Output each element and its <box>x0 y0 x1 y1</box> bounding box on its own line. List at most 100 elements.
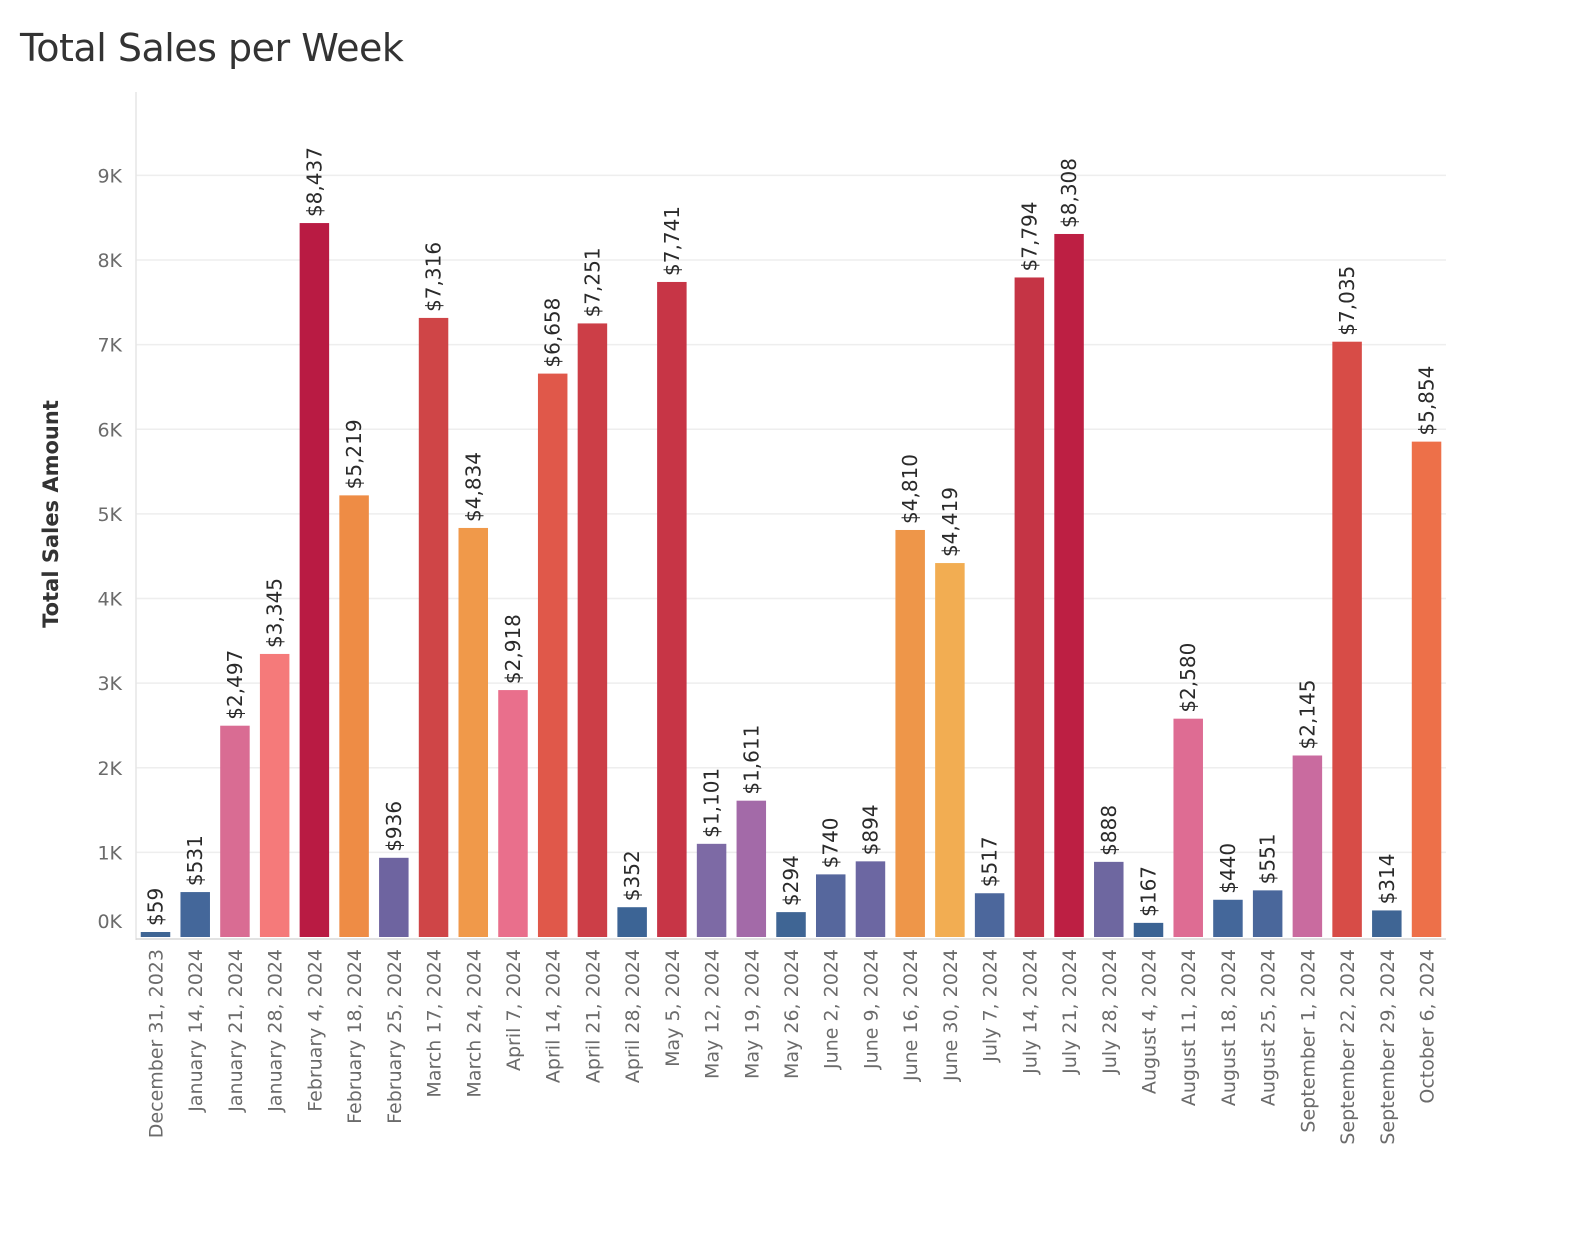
y-tick-label: 4K <box>97 589 122 611</box>
data-label: $1,611 <box>739 725 763 795</box>
x-tick-label: June 9, 2024 <box>860 949 882 1070</box>
data-label: $2,918 <box>501 614 525 684</box>
bar[interactable] <box>458 527 489 937</box>
y-tick-label: 6K <box>97 419 122 441</box>
data-label: $3,345 <box>263 578 287 648</box>
bar[interactable] <box>1252 890 1283 937</box>
bar[interactable] <box>696 843 727 937</box>
bars <box>140 223 1442 938</box>
data-label: $2,145 <box>1295 680 1319 750</box>
bar[interactable] <box>895 529 925 937</box>
bar[interactable] <box>776 912 806 937</box>
x-tick-label: January 21, 2024 <box>225 949 247 1113</box>
data-label: $314 <box>1375 854 1399 905</box>
x-tick-label: April 28, 2024 <box>622 949 644 1083</box>
data-label: $4,419 <box>938 487 962 557</box>
bar[interactable] <box>935 563 965 937</box>
x-tick-label: September 29, 2024 <box>1377 949 1399 1145</box>
bar[interactable] <box>1213 899 1243 937</box>
bar[interactable] <box>1292 755 1323 937</box>
x-tick-label: April 14, 2024 <box>543 949 565 1083</box>
x-tick-label: June 30, 2024 <box>940 949 962 1082</box>
bar[interactable] <box>220 725 250 937</box>
data-label: $8,308 <box>1057 158 1081 228</box>
bar[interactable] <box>299 223 330 937</box>
data-label: $7,741 <box>660 206 684 276</box>
bar[interactable] <box>1054 233 1084 938</box>
x-tick-label: February 25, 2024 <box>384 949 406 1124</box>
data-label: $294 <box>779 855 803 906</box>
data-label: $517 <box>978 836 1002 887</box>
data-label: $5,854 <box>1415 366 1439 436</box>
bar[interactable] <box>180 892 210 937</box>
x-tick-label: May 5, 2024 <box>662 949 684 1067</box>
bar[interactable] <box>1411 441 1442 937</box>
data-label: $4,810 <box>898 454 922 524</box>
y-tick-label: 1K <box>97 842 122 864</box>
y-tick-label: 3K <box>97 673 122 695</box>
x-tick-label: March 24, 2024 <box>463 949 485 1098</box>
bar[interactable] <box>736 800 767 937</box>
data-label: $59 <box>144 888 168 926</box>
bar[interactable] <box>1133 922 1164 937</box>
bar[interactable] <box>657 281 687 938</box>
data-label: $740 <box>819 817 843 868</box>
y-tick-label: 0K <box>97 911 122 933</box>
x-axis-labels: December 31, 2023 January 14, 2024 January… <box>146 949 1439 1145</box>
data-label: $7,794 <box>1017 201 1041 271</box>
x-tick-label: May 26, 2024 <box>781 949 803 1079</box>
data-label: $2,497 <box>223 650 247 720</box>
y-tick-label: 5K <box>97 504 122 526</box>
data-label: $894 <box>858 804 882 855</box>
data-label: $7,035 <box>1335 266 1359 336</box>
bar[interactable] <box>974 893 1005 937</box>
x-tick-label: June 16, 2024 <box>900 949 922 1082</box>
bar[interactable] <box>1094 861 1124 937</box>
bar[interactable] <box>815 874 846 937</box>
data-label: $167 <box>1137 866 1161 917</box>
data-label: $5,219 <box>342 419 366 489</box>
bar[interactable] <box>259 653 290 937</box>
bar[interactable] <box>577 323 608 937</box>
x-tick-label: September 22, 2024 <box>1337 949 1359 1145</box>
x-tick-label: June 2, 2024 <box>821 949 843 1070</box>
x-tick-label: May 19, 2024 <box>741 949 763 1079</box>
bar[interactable] <box>617 907 647 937</box>
bar[interactable] <box>498 690 528 937</box>
y-tick-label: 7K <box>97 335 122 357</box>
x-tick-label: August 11, 2024 <box>1178 949 1200 1106</box>
data-label: $440 <box>1216 843 1240 894</box>
bar[interactable] <box>418 317 449 937</box>
x-tick-label: July 7, 2024 <box>980 949 1002 1063</box>
bar[interactable] <box>1372 910 1402 937</box>
data-label: $1,101 <box>700 768 724 838</box>
bar[interactable] <box>1014 277 1045 938</box>
data-label: $2,580 <box>1176 643 1200 713</box>
bar[interactable] <box>140 932 171 937</box>
x-tick-label: April 21, 2024 <box>582 949 604 1083</box>
bar[interactable] <box>1332 341 1362 937</box>
x-tick-label: September 1, 2024 <box>1297 949 1319 1133</box>
bar[interactable] <box>1173 718 1203 937</box>
x-tick-label: January 14, 2024 <box>185 949 207 1113</box>
x-tick-label: April 7, 2024 <box>503 949 525 1071</box>
y-axis-ticks: 0K 1K 2K 3K 4K 5K 6K 7K 8K 9K <box>97 165 122 933</box>
y-tick-label: 8K <box>97 250 122 272</box>
data-labels: $59 $531 $2,497 $3,345 $8,437 $5,219 $936 $7,31… <box>144 147 1439 926</box>
bar[interactable] <box>379 857 409 937</box>
data-label: $531 <box>183 835 207 886</box>
x-tick-label: October 6, 2024 <box>1417 949 1439 1104</box>
data-label: $8,437 <box>302 147 326 217</box>
x-tick-label: January 28, 2024 <box>265 949 287 1113</box>
gridlines <box>136 174 1446 854</box>
x-tick-label: August 4, 2024 <box>1139 949 1161 1094</box>
bar[interactable] <box>855 861 886 937</box>
data-label: $7,316 <box>422 242 446 312</box>
data-label: $7,251 <box>580 247 604 317</box>
y-tick-label: 2K <box>97 758 122 780</box>
bar[interactable] <box>339 495 369 937</box>
y-tick-label: 9K <box>97 165 122 187</box>
data-label: $352 <box>620 850 644 901</box>
bar[interactable] <box>537 373 568 938</box>
